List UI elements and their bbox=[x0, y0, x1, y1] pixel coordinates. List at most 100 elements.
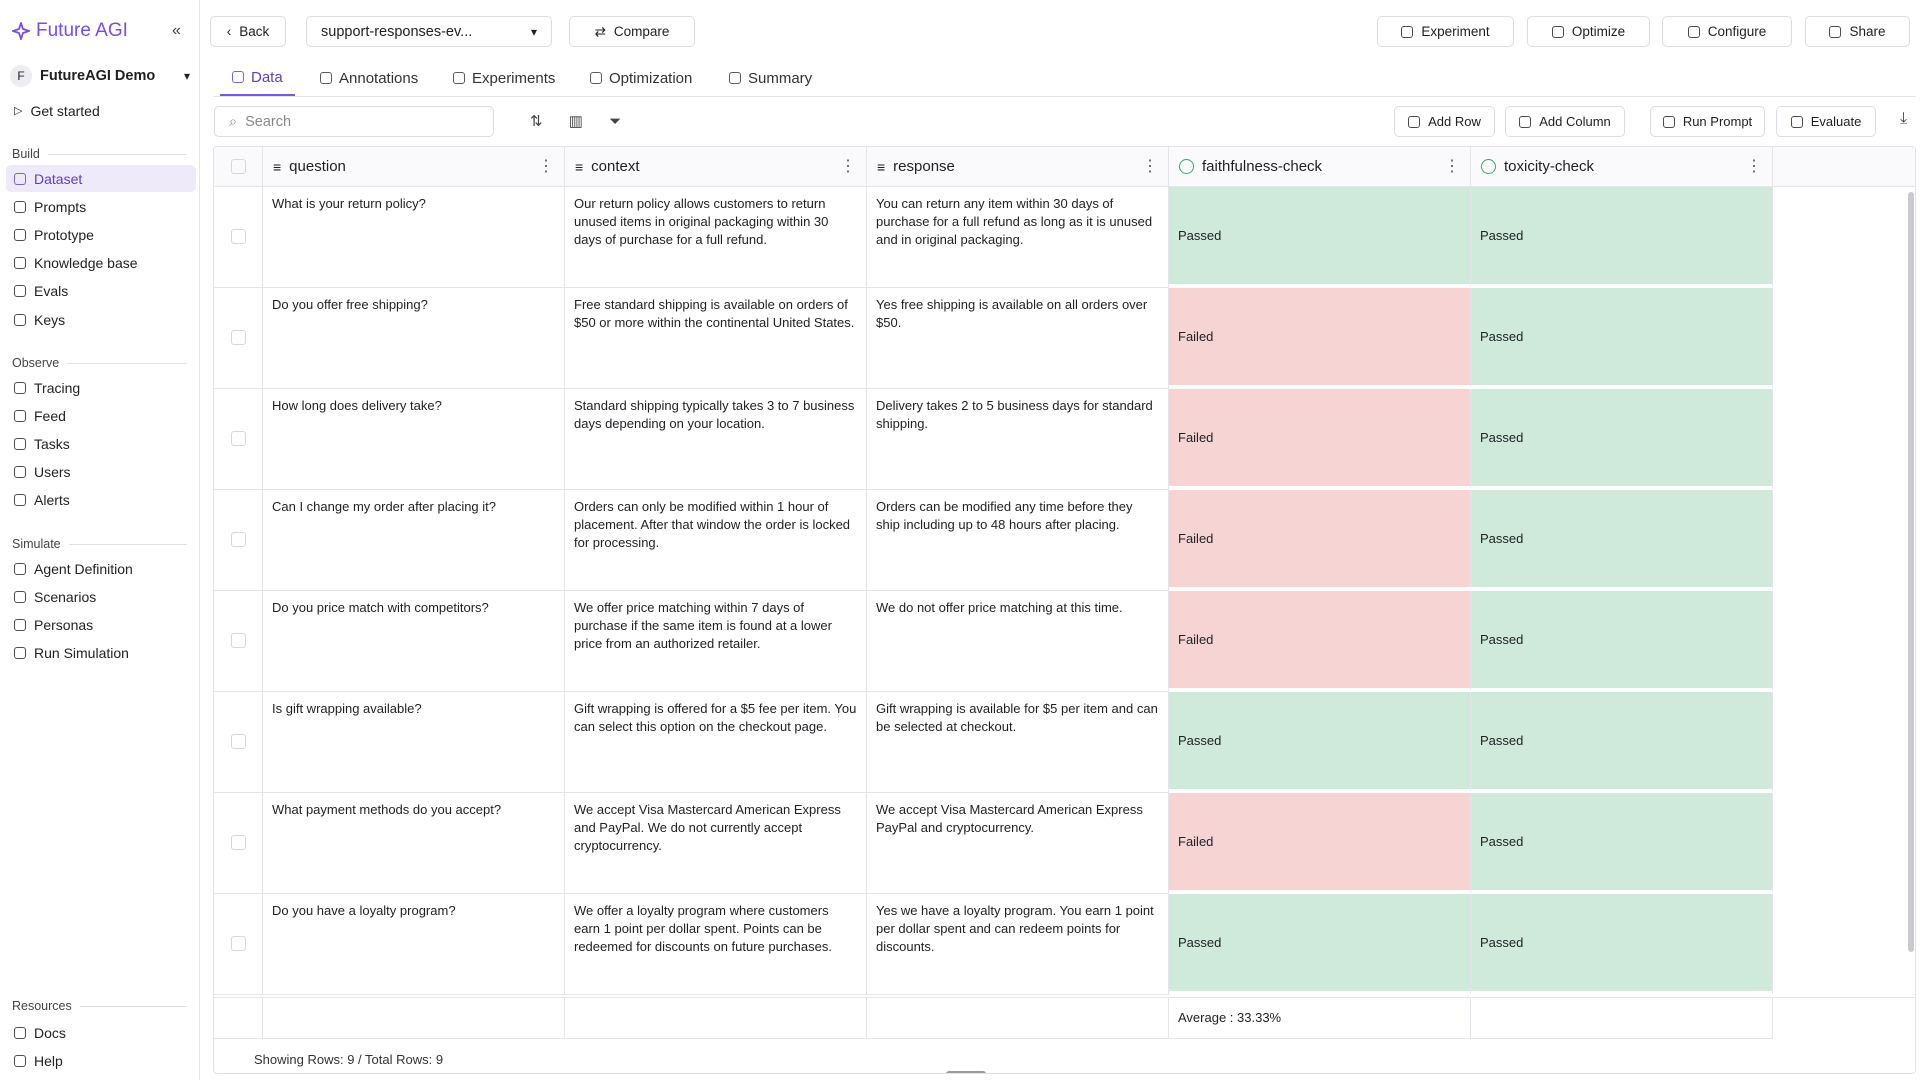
column-header[interactable]: toxicity-check ⋮ bbox=[1471, 147, 1773, 187]
eval-cell[interactable]: Passed bbox=[1471, 288, 1773, 389]
text-cell[interactable]: Can I change my order after placing it? bbox=[263, 490, 565, 591]
checkbox[interactable] bbox=[231, 734, 246, 749]
eval-cell[interactable]: Passed bbox=[1169, 894, 1471, 995]
download-button[interactable]: ⤓ bbox=[1900, 110, 1908, 127]
column-menu[interactable]: ⋮ bbox=[1746, 157, 1762, 175]
eval-cell[interactable]: Passed bbox=[1471, 389, 1773, 490]
tab[interactable]: Annotations bbox=[308, 60, 430, 96]
text-cell[interactable]: We offer a loyalty program where custome… bbox=[565, 894, 867, 995]
dataset-select[interactable]: support-responses-ev... ▾ bbox=[306, 16, 552, 47]
column-menu[interactable]: ⋮ bbox=[538, 157, 554, 175]
text-cell[interactable]: We accept Visa Mastercard American Expre… bbox=[867, 793, 1169, 894]
checkbox[interactable] bbox=[231, 330, 246, 345]
toolbar-button[interactable]: Evaluate bbox=[1776, 106, 1876, 137]
text-cell[interactable]: Do you price match with competitors? bbox=[263, 591, 565, 692]
nav-item[interactable]: Dataset bbox=[6, 165, 196, 192]
toolbar-button[interactable]: Add Row bbox=[1394, 106, 1495, 137]
toolbar-button[interactable]: Add Column bbox=[1505, 106, 1625, 137]
action-button[interactable]: Configure bbox=[1662, 16, 1792, 47]
column-menu[interactable]: ⋮ bbox=[1142, 157, 1158, 175]
back-button[interactable]: ‹ Back bbox=[210, 16, 286, 47]
checkbox[interactable] bbox=[231, 159, 246, 174]
checkbox[interactable] bbox=[231, 936, 246, 951]
action-button[interactable]: Optimize bbox=[1527, 16, 1650, 47]
nav-item[interactable]: Feed bbox=[6, 402, 196, 429]
nav-item[interactable]: Agent Definition bbox=[6, 555, 196, 582]
eval-cell[interactable]: Passed bbox=[1471, 894, 1773, 995]
text-cell[interactable]: Yes free shipping is available on all or… bbox=[867, 288, 1169, 389]
text-cell[interactable]: What payment methods do you accept? bbox=[263, 793, 565, 894]
text-cell[interactable]: Delivery takes 2 to 5 business days for … bbox=[867, 389, 1169, 490]
text-cell[interactable]: Gift wrapping is available for $5 per it… bbox=[867, 692, 1169, 793]
eval-cell[interactable]: Passed bbox=[1471, 490, 1773, 591]
toolbar-button[interactable]: Run Prompt bbox=[1650, 106, 1765, 137]
checkbox[interactable] bbox=[231, 229, 246, 244]
eval-cell[interactable]: Failed bbox=[1169, 793, 1471, 894]
nav-item[interactable]: Personas bbox=[6, 611, 196, 638]
nav-item[interactable]: ▷ Get started bbox=[6, 97, 196, 124]
checkbox[interactable] bbox=[231, 431, 246, 446]
text-cell[interactable]: You can return any item within 30 days o… bbox=[867, 187, 1169, 288]
checkbox[interactable] bbox=[231, 633, 246, 648]
text-cell[interactable]: We offer price matching within 7 days of… bbox=[565, 591, 867, 692]
nav-item[interactable]: Users bbox=[6, 459, 196, 486]
text-cell[interactable]: Standard shipping typically takes 3 to 7… bbox=[565, 389, 867, 490]
nav-item[interactable]: Tracing bbox=[6, 374, 196, 401]
nav-item[interactable]: Scenarios bbox=[6, 583, 196, 610]
eval-cell[interactable]: Passed bbox=[1471, 591, 1773, 692]
nav-item[interactable]: Prompts bbox=[6, 193, 196, 220]
nav-item[interactable]: Knowledge base bbox=[6, 250, 196, 277]
compare-button[interactable]: ⇄ Compare bbox=[569, 16, 695, 47]
checkbox[interactable] bbox=[231, 532, 246, 547]
search-box[interactable]: ⌕ Search bbox=[214, 106, 494, 137]
nav-item[interactable]: Prototype bbox=[6, 221, 196, 248]
scrollbar[interactable] bbox=[1908, 192, 1914, 952]
column-header[interactable]: faithfulness-check ⋮ bbox=[1169, 147, 1471, 187]
eval-cell[interactable]: Failed bbox=[1169, 490, 1471, 591]
workspace-switcher[interactable]: F FutureAGI Demo ▾ bbox=[10, 63, 190, 89]
text-cell[interactable]: We do not offer price matching at this t… bbox=[867, 591, 1169, 692]
eval-cell[interactable]: Passed bbox=[1471, 793, 1773, 894]
text-cell[interactable]: Orders can only be modified within 1 hou… bbox=[565, 490, 867, 591]
nav-item[interactable]: Run Simulation bbox=[6, 640, 196, 667]
text-cell[interactable]: Gift wrapping is offered for a $5 fee pe… bbox=[565, 692, 867, 793]
column-menu[interactable]: ⋮ bbox=[840, 157, 856, 175]
checkbox[interactable] bbox=[231, 835, 246, 850]
text-cell[interactable]: Do you offer free shipping? bbox=[263, 288, 565, 389]
eval-cell[interactable]: Passed bbox=[1471, 187, 1773, 288]
text-cell[interactable]: Do you have a loyalty program? bbox=[263, 894, 565, 995]
text-cell[interactable]: Our return policy allows customers to re… bbox=[565, 187, 867, 288]
text-cell[interactable]: What is your return policy? bbox=[263, 187, 565, 288]
action-button[interactable]: Share bbox=[1805, 16, 1910, 47]
text-cell[interactable]: How long does delivery take? bbox=[263, 389, 565, 490]
view-icons[interactable]: ⇅ ▥ ⏷ bbox=[530, 113, 622, 130]
action-button[interactable]: Experiment bbox=[1377, 16, 1514, 47]
column-header[interactable]: ≡ context ⋮ bbox=[565, 147, 867, 187]
nav-item[interactable]: Keys bbox=[6, 306, 196, 333]
tab[interactable]: Experiments bbox=[441, 60, 567, 96]
text-cell[interactable]: Is gift wrapping available? bbox=[263, 692, 565, 793]
eval-cell[interactable]: Passed bbox=[1169, 187, 1471, 288]
tab[interactable]: Data bbox=[220, 60, 295, 96]
nav-item[interactable]: Help bbox=[6, 1047, 196, 1074]
tab[interactable]: Optimization bbox=[578, 60, 704, 96]
text-cell[interactable]: Yes we have a loyalty program. You earn … bbox=[867, 894, 1169, 995]
column-menu[interactable]: ⋮ bbox=[1444, 157, 1460, 175]
collapse-button[interactable]: « bbox=[172, 22, 181, 39]
eval-cell[interactable]: Failed bbox=[1169, 591, 1471, 692]
text-cell[interactable]: We accept Visa Mastercard American Expre… bbox=[565, 793, 867, 894]
nav-item[interactable]: Tasks bbox=[6, 430, 196, 457]
resize-handle[interactable] bbox=[946, 1071, 986, 1073]
nav-item[interactable]: Alerts bbox=[6, 487, 196, 514]
eval-cell[interactable]: Failed bbox=[1169, 389, 1471, 490]
eval-cell[interactable]: Passed bbox=[1471, 692, 1773, 793]
column-header[interactable]: ≡ response ⋮ bbox=[867, 147, 1169, 187]
tab[interactable]: Summary bbox=[717, 60, 824, 96]
text-cell[interactable]: Free standard shipping is available on o… bbox=[565, 288, 867, 389]
column-header[interactable]: ≡ question ⋮ bbox=[263, 147, 565, 187]
text-cell[interactable]: Orders can be modified any time before t… bbox=[867, 490, 1169, 591]
nav-item[interactable]: Docs bbox=[6, 1019, 196, 1046]
eval-cell[interactable]: Passed bbox=[1169, 692, 1471, 793]
eval-cell[interactable]: Failed bbox=[1169, 288, 1471, 389]
nav-item[interactable]: Evals bbox=[6, 278, 196, 305]
